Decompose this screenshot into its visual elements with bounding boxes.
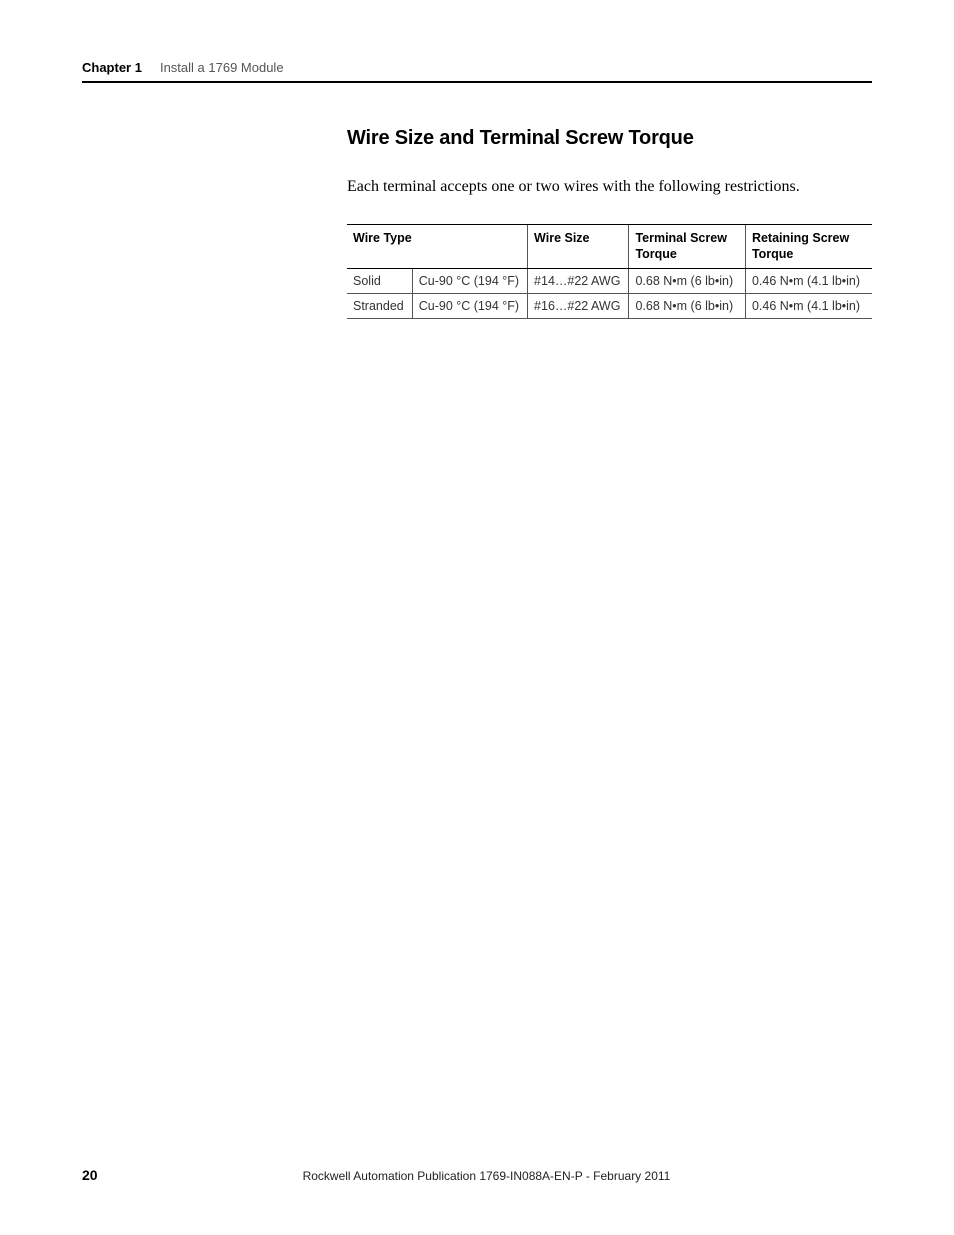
th-terminal-torque: Terminal Screw Torque: [629, 225, 746, 269]
publication-info: Rockwell Automation Publication 1769-IN0…: [303, 1169, 671, 1183]
page: Chapter 1 Install a 1769 Module Wire Siz…: [0, 0, 954, 319]
page-footer: 20 Rockwell Automation Publication 1769-…: [82, 1167, 872, 1183]
cell-term-torque: 0.68 N•m (6 lb•in): [629, 269, 746, 294]
intro-paragraph: Each terminal accepts one or two wires w…: [347, 178, 872, 196]
page-number: 20: [82, 1167, 98, 1183]
cell-ret-torque: 0.46 N•m (4.1 lb•in): [745, 269, 872, 294]
chapter-label: Chapter 1: [82, 60, 142, 75]
cell-type: Solid: [347, 269, 412, 294]
cell-ret-torque: 0.46 N•m (4.1 lb•in): [745, 294, 872, 319]
wire-spec-table: Wire Type Wire Size Terminal Screw Torqu…: [347, 224, 872, 319]
running-header: Chapter 1 Install a 1769 Module: [82, 60, 872, 83]
cell-spec: Cu-90 °C (194 °F): [412, 269, 527, 294]
cell-size: #16…#22 AWG: [528, 294, 629, 319]
table-row: Solid Cu-90 °C (194 °F) #14…#22 AWG 0.68…: [347, 269, 872, 294]
chapter-title: Install a 1769 Module: [160, 60, 284, 75]
th-wire-type: Wire Type: [347, 225, 528, 269]
th-wire-size: Wire Size: [528, 225, 629, 269]
main-content: Wire Size and Terminal Screw Torque Each…: [82, 127, 872, 319]
section-heading: Wire Size and Terminal Screw Torque: [347, 127, 872, 150]
cell-term-torque: 0.68 N•m (6 lb•in): [629, 294, 746, 319]
table-row: Stranded Cu-90 °C (194 °F) #16…#22 AWG 0…: [347, 294, 872, 319]
cell-type: Stranded: [347, 294, 412, 319]
cell-spec: Cu-90 °C (194 °F): [412, 294, 527, 319]
th-retaining-torque: Retaining Screw Torque: [745, 225, 872, 269]
cell-size: #14…#22 AWG: [528, 269, 629, 294]
table-header-row: Wire Type Wire Size Terminal Screw Torqu…: [347, 225, 872, 269]
